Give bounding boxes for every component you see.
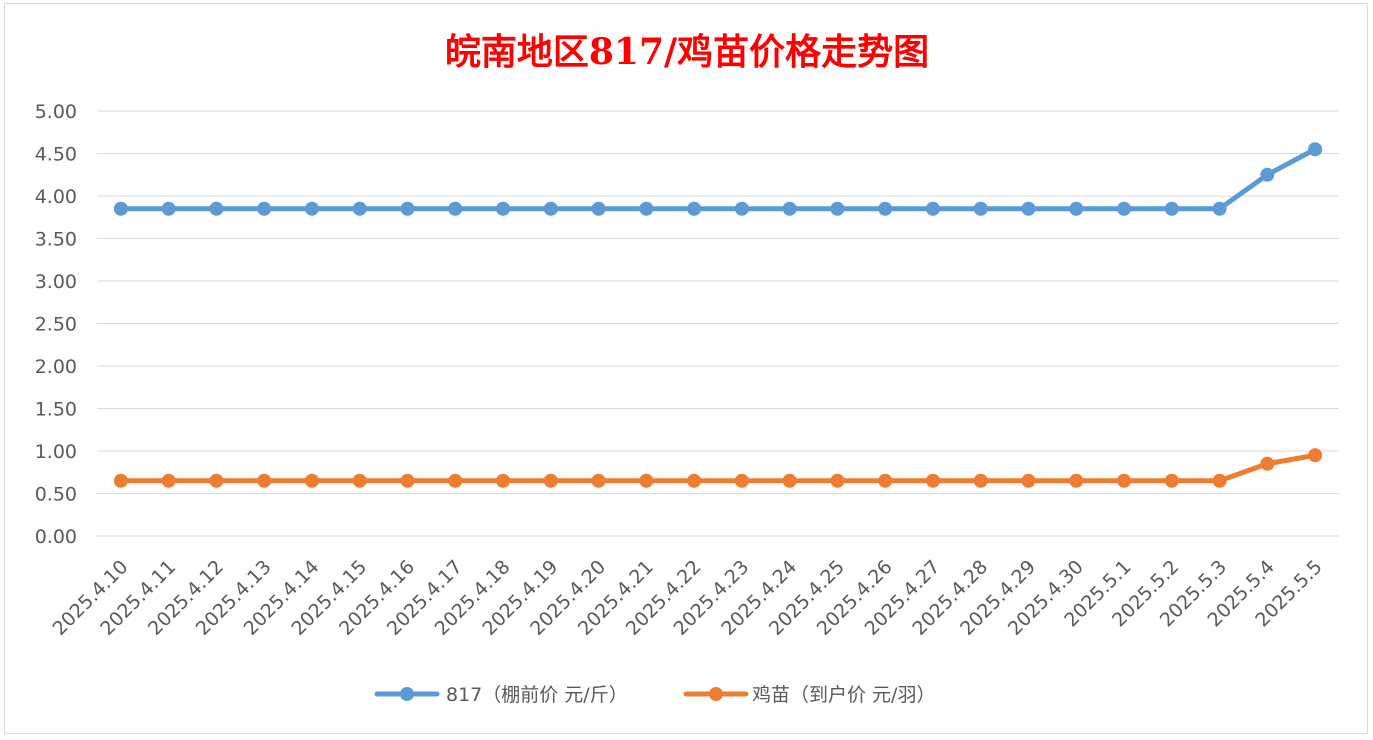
y-tick-label: 1.00 — [35, 441, 77, 463]
data-point — [782, 473, 797, 488]
data-point — [1069, 473, 1084, 488]
data-point — [1212, 201, 1227, 216]
data-point — [400, 201, 415, 216]
data-point — [1164, 473, 1179, 488]
chart-title: 皖南地区817/鸡苗价格走势图 — [445, 31, 929, 73]
chart-frame: 皖南地区817/鸡苗价格走势图 0.00 0.50 1.00 1.50 2.00 2.50… — [4, 3, 1368, 734]
legend-label: 鸡苗（到户价 元/羽） — [752, 684, 935, 706]
data-point — [1308, 448, 1323, 463]
data-point — [543, 473, 558, 488]
data-point — [591, 201, 606, 216]
data-point — [161, 201, 176, 216]
data-point — [1117, 201, 1132, 216]
data-point — [782, 201, 797, 216]
y-tick-label: 2.50 — [35, 314, 77, 336]
y-tick-label: 1.50 — [35, 399, 77, 421]
data-point — [209, 201, 224, 216]
data-point — [1212, 473, 1227, 488]
data-point — [639, 473, 654, 488]
x-axis-tick-labels: 2025.4.102025.4.112025.4.122025.4.132025… — [48, 556, 1326, 640]
y-tick-label: 3.00 — [35, 271, 77, 293]
series-line — [118, 452, 1318, 484]
y-tick-label: 0.50 — [35, 484, 77, 506]
data-point — [352, 201, 367, 216]
data-point — [448, 473, 463, 488]
data-point — [257, 201, 272, 216]
legend-label: 817（棚前价 元/斤） — [446, 684, 628, 706]
legend: 817（棚前价 元/斤） 鸡苗（到户价 元/羽） — [374, 684, 935, 706]
series-lines — [113, 142, 1323, 488]
data-point — [830, 473, 845, 488]
data-point — [687, 473, 702, 488]
y-tick-label: 0.00 — [35, 526, 77, 548]
data-point — [1021, 201, 1036, 216]
data-point — [257, 473, 272, 488]
y-tick-label: 5.00 — [35, 101, 77, 123]
data-point — [1308, 142, 1323, 157]
data-point — [925, 473, 940, 488]
data-point — [973, 473, 988, 488]
data-point — [113, 473, 128, 488]
data-point — [639, 201, 654, 216]
data-point — [734, 201, 749, 216]
y-tick-label: 4.50 — [35, 144, 77, 166]
legend-marker — [709, 687, 723, 701]
data-point — [304, 473, 319, 488]
y-tick-label: 2.00 — [35, 356, 77, 378]
y-tick-label: 4.00 — [35, 186, 77, 208]
data-point — [830, 201, 845, 216]
series-line — [118, 146, 1318, 212]
data-point — [352, 473, 367, 488]
y-tick-label: 3.50 — [35, 229, 77, 251]
data-point — [1069, 201, 1084, 216]
data-point — [543, 201, 558, 216]
line-chart: 皖南地区817/鸡苗价格走势图 0.00 0.50 1.00 1.50 2.00 2.50… — [35, 31, 1339, 706]
series-2 — [113, 448, 1323, 488]
data-point — [400, 473, 415, 488]
data-point — [591, 473, 606, 488]
legend-item: 鸡苗（到户价 元/羽） — [683, 684, 935, 706]
series-1 — [113, 142, 1323, 216]
data-point — [1164, 201, 1179, 216]
data-point — [878, 473, 893, 488]
legend-marker — [400, 687, 414, 701]
data-point — [161, 473, 176, 488]
data-point — [1117, 473, 1132, 488]
data-point — [496, 201, 511, 216]
data-point — [878, 201, 893, 216]
data-point — [734, 473, 749, 488]
data-point — [496, 473, 511, 488]
data-point — [448, 201, 463, 216]
y-axis-tick-labels: 0.00 0.50 1.00 1.50 2.00 2.50 3.00 3.50 4.00 4.50… — [35, 101, 77, 548]
data-point — [687, 201, 702, 216]
data-point — [304, 201, 319, 216]
data-point — [113, 201, 128, 216]
data-point — [1260, 167, 1275, 182]
data-point — [1021, 473, 1036, 488]
grid-lines — [97, 110, 1339, 537]
data-point — [209, 473, 224, 488]
data-point — [1260, 456, 1275, 471]
legend-item: 817（棚前价 元/斤） — [374, 684, 628, 706]
data-point — [973, 201, 988, 216]
data-point — [925, 201, 940, 216]
